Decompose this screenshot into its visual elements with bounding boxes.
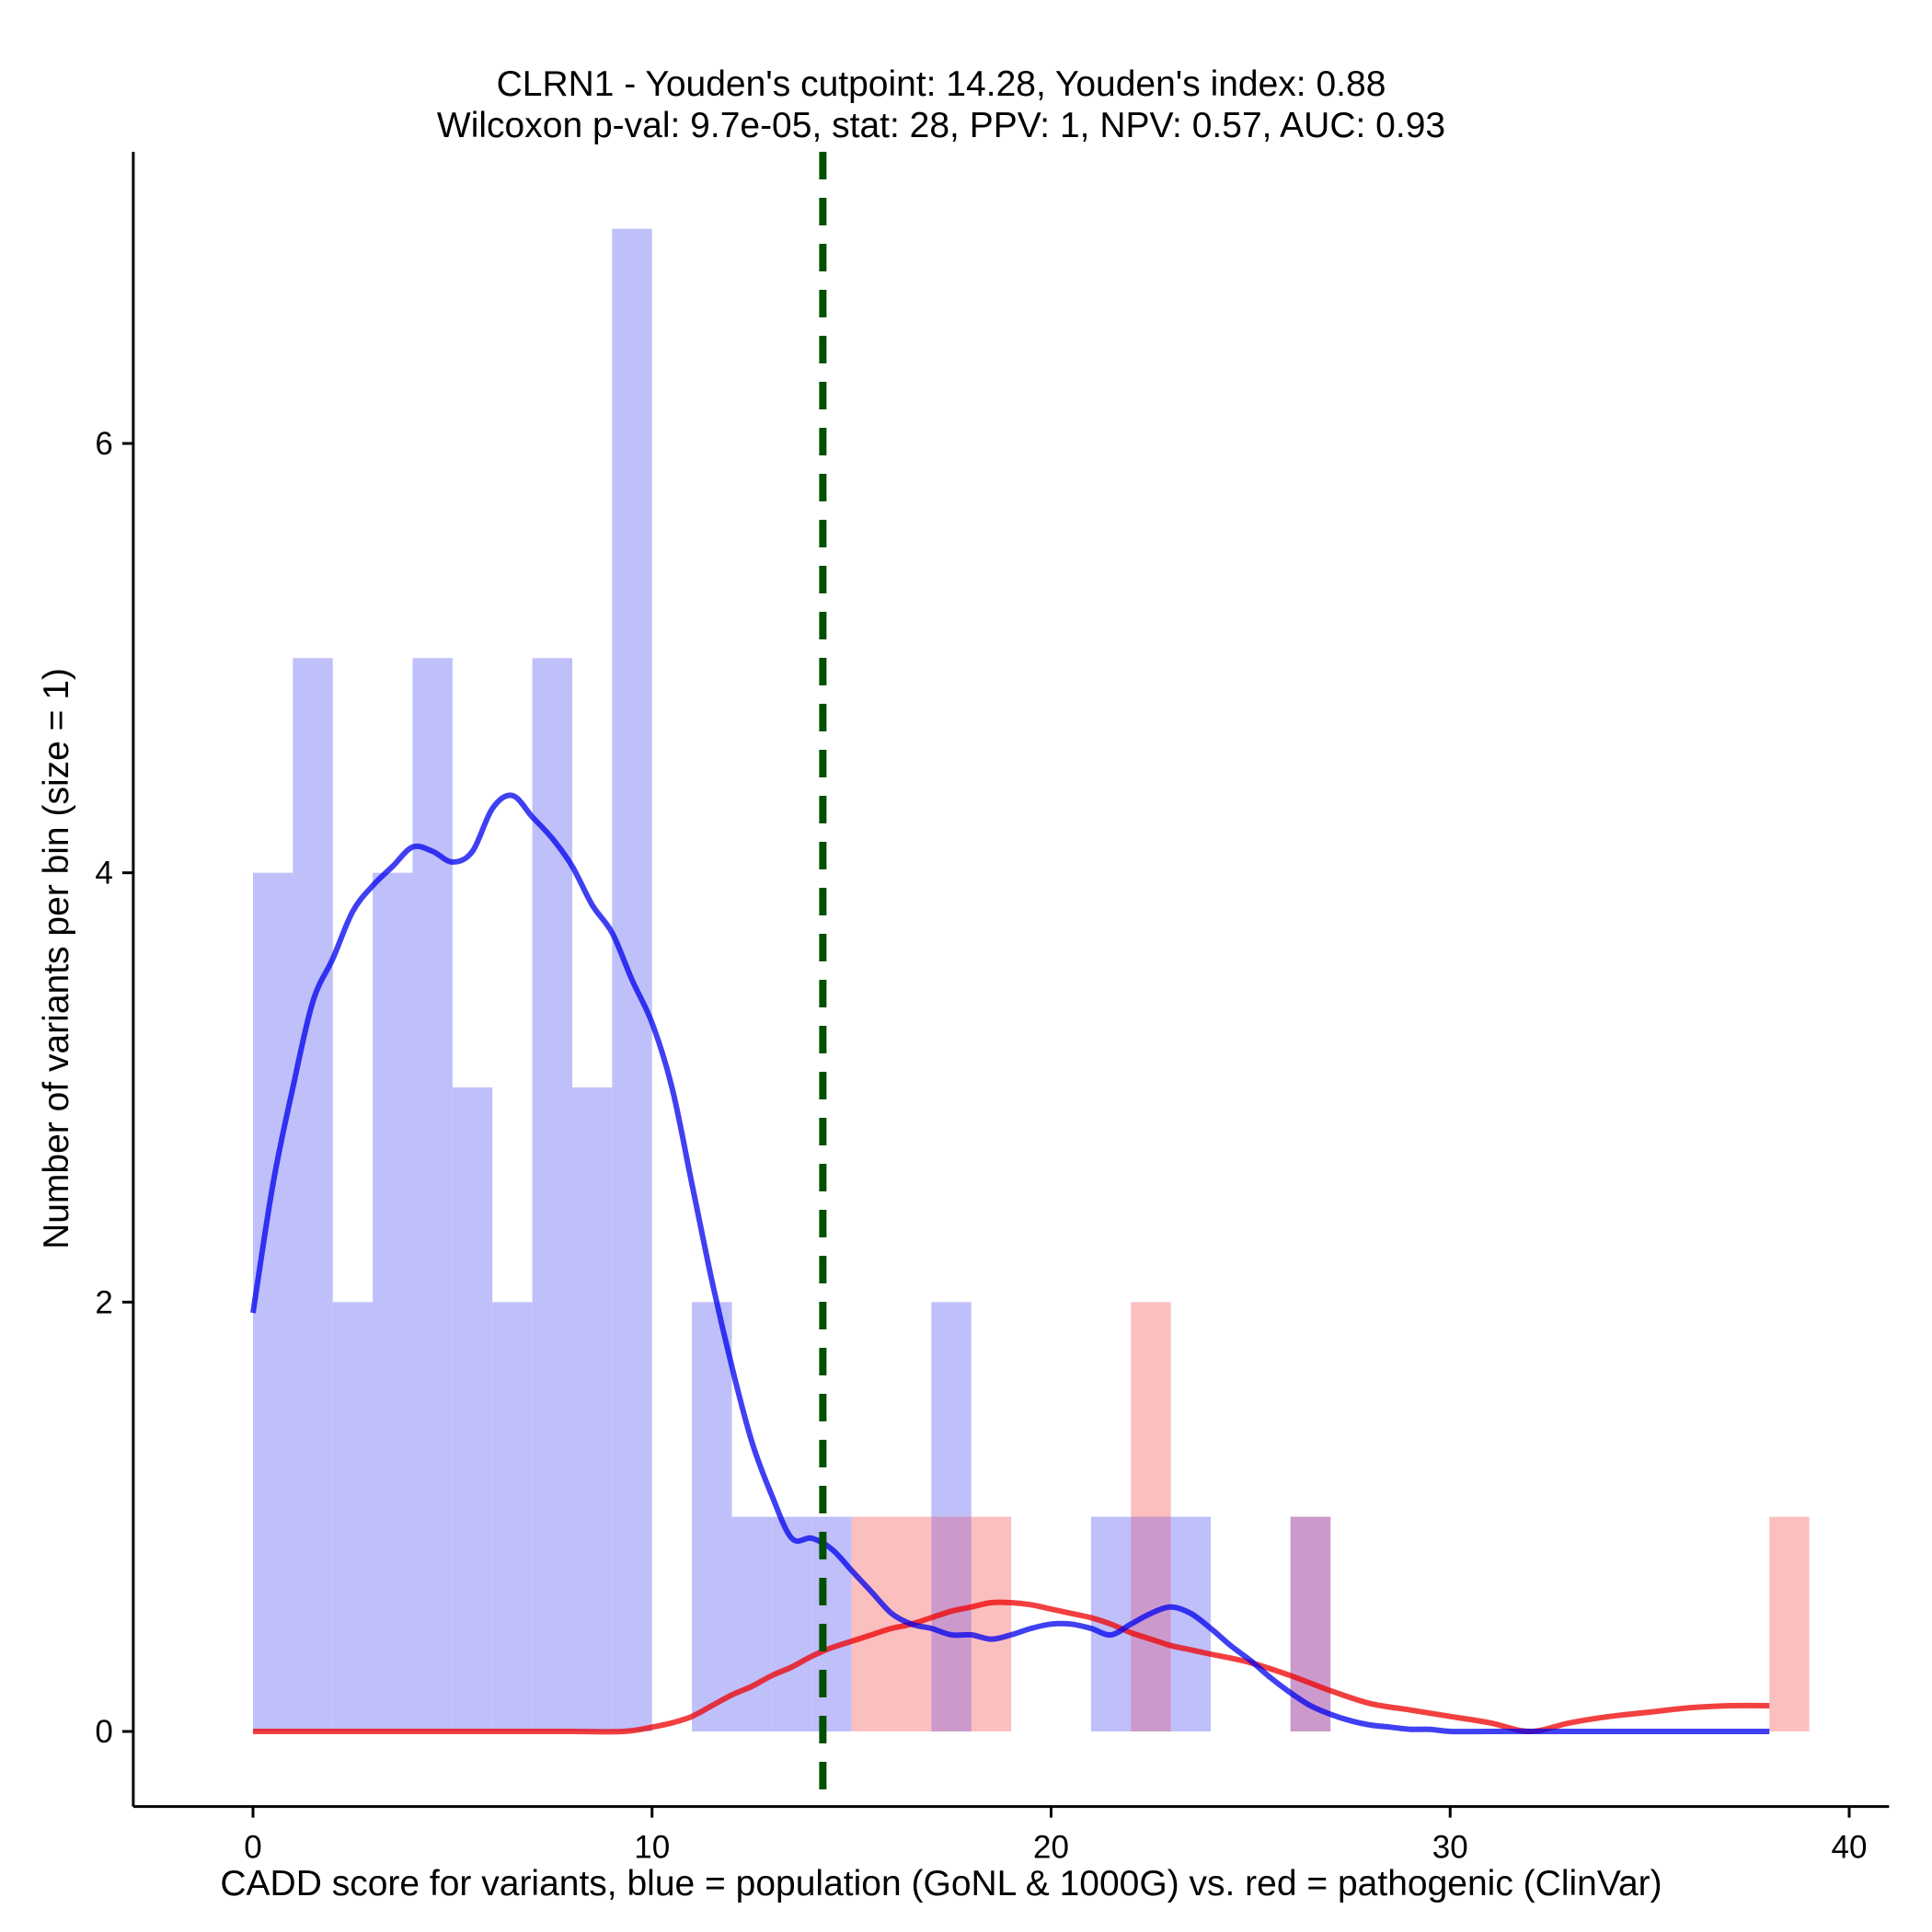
population-bar: [771, 1516, 812, 1731]
x-tick-label: 40: [1832, 1830, 1868, 1866]
density-curves: [250, 792, 1770, 1735]
population-bar: [373, 872, 413, 1731]
y-tick-label: 6: [95, 426, 112, 462]
chart-title: CLRN1 - Youden's cutpoint: 14.28, Youden…: [497, 64, 1386, 104]
x-tick-label: 0: [244, 1830, 261, 1866]
y-tick-label: 2: [95, 1284, 112, 1320]
pathogenic-bar: [971, 1516, 1012, 1731]
overlap-bar: [931, 1516, 972, 1731]
x-axis-title: CADD score for variants, blue = populati…: [220, 1864, 1662, 1903]
chart-subtitle: Wilcoxon p-val: 9.7e-05, stat: 28, PPV: …: [437, 106, 1445, 145]
y-tick-label: 0: [95, 1714, 112, 1750]
y-tick-label: 4: [95, 856, 112, 891]
population-bar: [412, 658, 453, 1732]
pathogenic-bar: [1769, 1516, 1810, 1731]
pathogenic-density-line: [253, 1599, 1770, 1735]
population-bar: [532, 658, 572, 1732]
population-bar: [452, 1087, 493, 1731]
population-bar: [692, 1302, 732, 1731]
population-bar: [731, 1516, 772, 1731]
axes: [132, 152, 1890, 1809]
population-bar: [572, 1087, 613, 1731]
pathogenic-bar: [851, 1516, 891, 1731]
histogram-bars: [253, 228, 1810, 1732]
population-bar: [492, 1302, 533, 1731]
population-density-line: [250, 792, 1770, 1735]
population-bar: [293, 658, 333, 1732]
tick-labels: 0 10 20 30 40 0 2 4 6: [95, 426, 1867, 1866]
overlap-bar: [1131, 1516, 1171, 1731]
population-bar: [253, 872, 293, 1731]
x-tick-label: 30: [1432, 1830, 1468, 1866]
population-bar: [332, 1302, 374, 1731]
x-tick-label: 10: [634, 1830, 670, 1866]
y-axis-title: Number of variants per bin (size = 1): [37, 668, 76, 1249]
x-tick-label: 20: [1033, 1830, 1069, 1866]
